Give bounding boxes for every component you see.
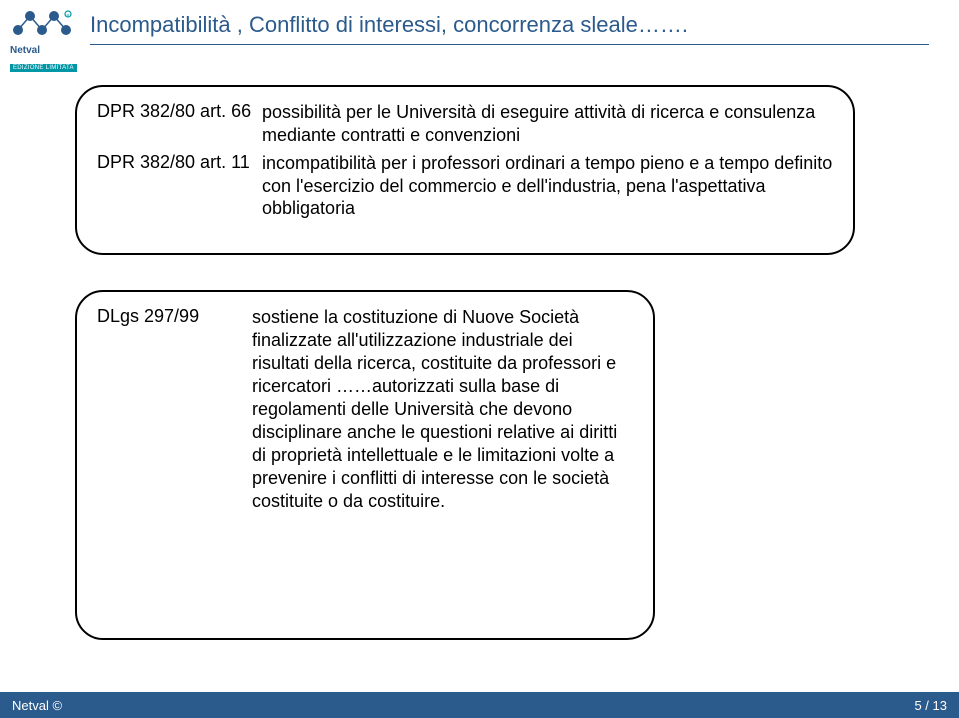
footer-page-number: 5 / 13	[914, 698, 947, 713]
logo: R Netval EDIZIONE LIMITATA	[10, 8, 85, 74]
law-val: possibilità per le Università di eseguir…	[262, 101, 833, 146]
footer: Netval © 5 / 13	[0, 692, 959, 718]
law-key: DPR 382/80 art. 11	[97, 152, 262, 173]
title-bar: Incompatibilità , Conflitto di interessi…	[90, 12, 929, 45]
law-val: sostiene la costituzione di Nuove Societ…	[252, 306, 633, 513]
logo-edition: EDIZIONE LIMITATA	[10, 64, 77, 72]
law-val: incompatibilità per i professori ordinar…	[262, 152, 833, 220]
logo-icon: R	[10, 8, 75, 38]
law-key: DLgs 297/99	[97, 306, 252, 327]
law-row: DPR 382/80 art. 11 incompatibilità per i…	[97, 152, 833, 220]
law-box-2: DLgs 297/99 sostiene la costituzione di …	[75, 290, 655, 640]
law-key: DPR 382/80 art. 66	[97, 101, 262, 122]
law-row: DPR 382/80 art. 66 possibilità per le Un…	[97, 101, 833, 146]
law-box-1: DPR 382/80 art. 66 possibilità per le Un…	[75, 85, 855, 255]
logo-name: Netval	[10, 45, 85, 56]
footer-copyright: Netval ©	[12, 698, 62, 713]
law-row: DLgs 297/99 sostiene la costituzione di …	[97, 306, 633, 513]
page-title: Incompatibilità , Conflitto di interessi…	[90, 12, 929, 38]
svg-text:R: R	[67, 13, 70, 18]
